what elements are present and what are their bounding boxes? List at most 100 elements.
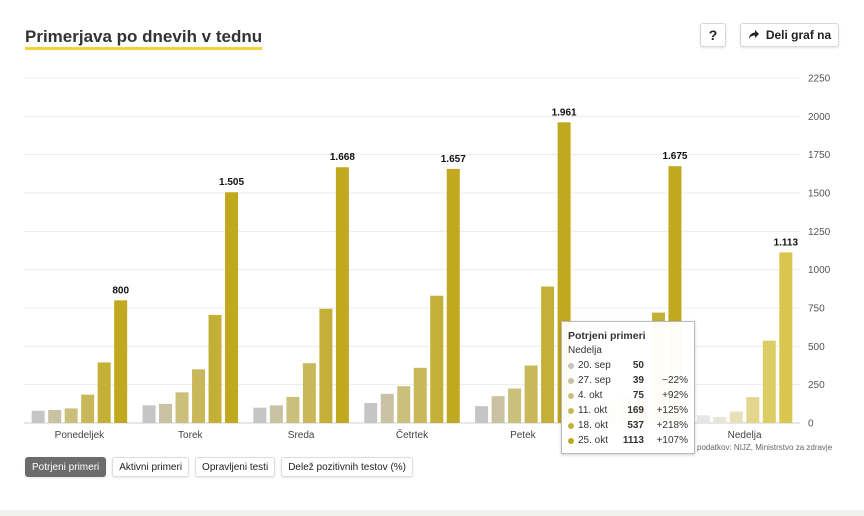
bar: [779, 252, 793, 423]
bar: [446, 168, 460, 423]
x-tick-label: Četrtek: [396, 428, 429, 441]
data-label: 1.961: [552, 107, 577, 118]
share-arrow-icon: [748, 29, 760, 41]
metric-tabs: Potrjeni primeri Aktivni primeri Opravlj…: [25, 457, 414, 477]
tooltip-row: 20. sep 50: [568, 358, 688, 373]
tooltip-date: 27. sep: [578, 375, 611, 386]
bar: [380, 393, 394, 423]
share-button-label: Deli graf na: [765, 28, 832, 42]
data-label: 1.668: [330, 152, 355, 163]
bar: [729, 411, 743, 423]
tooltip-change: +218%: [656, 420, 688, 431]
x-tick-label: Petek: [510, 430, 537, 441]
tooltip-change: −22%: [662, 375, 688, 386]
bar: [81, 394, 95, 423]
bar: [64, 408, 78, 423]
bar: [335, 167, 349, 423]
tooltip-change: +92%: [662, 390, 688, 401]
x-tick-label: Nedelja: [728, 430, 762, 441]
bar: [114, 300, 128, 423]
help-button[interactable]: ?: [700, 23, 726, 47]
tooltip-row: 25. okt 1113 +107%: [568, 433, 688, 448]
bar: [48, 409, 62, 423]
tab-potrjeni-primeri[interactable]: Potrjeni primeri: [25, 457, 107, 477]
tooltip-value: 537: [627, 420, 644, 431]
tooltip-value: 169: [627, 405, 644, 416]
tooltip-date: 4. okt: [578, 390, 603, 401]
tooltip-date: 25. okt: [578, 435, 609, 446]
y-tick-label: 2000: [808, 112, 831, 123]
tooltip-value: 39: [632, 375, 644, 386]
bar: [97, 362, 111, 423]
bar: [397, 386, 411, 423]
tooltip-subtitle: Nedelja: [568, 345, 602, 356]
legend-dot-icon: [568, 437, 574, 444]
y-tick-label: 500: [808, 342, 825, 353]
bar: [746, 397, 760, 423]
share-button[interactable]: Deli graf na: [740, 23, 839, 47]
bar: [430, 295, 444, 423]
y-tick-label: 1000: [808, 265, 831, 276]
tooltip-row: 18. okt 537 +218%: [568, 418, 688, 433]
bar: [302, 363, 316, 423]
y-tick-label: 1250: [808, 227, 831, 238]
bar: [192, 369, 206, 423]
bar: [175, 392, 189, 423]
bar: [286, 396, 300, 423]
legend-dot-icon: [568, 407, 574, 414]
page-title: Primerjava po dnevih v tednu: [25, 27, 263, 50]
tooltip-date: 11. okt: [578, 405, 608, 416]
source-note: podatkov: NIJZ, Ministrstvo za zdravje: [697, 443, 833, 452]
data-label: 1.657: [441, 154, 466, 165]
tooltip-change: +107%: [656, 435, 688, 446]
bar: [31, 410, 45, 423]
bar: [159, 403, 173, 423]
bar: [142, 405, 156, 423]
bar: [319, 308, 333, 423]
data-label: 800: [112, 285, 129, 296]
bar: [713, 417, 727, 423]
legend-dot-icon: [568, 377, 574, 384]
bar: [541, 286, 555, 423]
tooltip-row: 11. okt 169 +125%: [568, 403, 688, 418]
legend-dot-icon: [568, 362, 574, 369]
bar: [524, 365, 538, 423]
tab-opravljeni-testi[interactable]: Opravljeni testi: [195, 457, 276, 477]
legend-dot-icon: [568, 422, 574, 429]
bar: [364, 403, 378, 423]
bar: [225, 192, 239, 423]
tab-aktivni-primeri[interactable]: Aktivni primeri: [112, 457, 190, 477]
y-tick-label: 750: [808, 304, 825, 315]
tooltip-row: 4. okt 75 +92%: [568, 388, 688, 403]
bar: [696, 415, 710, 423]
x-tick-label: Ponedeljek: [55, 430, 105, 441]
tooltip-row: 27. sep 39 −22%: [568, 373, 688, 388]
tooltip-change: +125%: [656, 405, 688, 416]
x-tick-label: Sreda: [288, 430, 315, 441]
bar: [413, 367, 427, 423]
tab-delez-pozitivnih[interactable]: Delež pozitivnih testov (%): [281, 457, 414, 477]
y-tick-label: 2250: [808, 74, 831, 85]
legend-dot-icon: [568, 392, 574, 399]
bar: [208, 314, 222, 423]
data-label: 1.505: [219, 177, 244, 188]
tooltip-value: 1113: [622, 435, 644, 446]
chart-tooltip: Potrjeni primeri Nedelja 20. sep 50 27. se…: [561, 321, 695, 454]
tooltip-date: 20. sep: [578, 360, 611, 371]
bar: [475, 406, 489, 423]
tooltip-date: 18. okt: [578, 420, 609, 431]
bar: [762, 340, 776, 423]
bar: [491, 396, 505, 423]
tooltip-value: 75: [632, 390, 644, 401]
footer-strip: [0, 510, 864, 516]
y-tick-label: 1750: [808, 150, 831, 161]
tooltip-value: 50: [632, 360, 644, 371]
y-tick-label: 1500: [808, 189, 831, 200]
tooltip-title: Potrjeni primeri: [568, 330, 646, 342]
bar: [253, 407, 267, 423]
y-tick-label: 250: [808, 380, 825, 391]
data-label: 1.675: [662, 151, 687, 162]
x-tick-label: Torek: [178, 430, 203, 441]
